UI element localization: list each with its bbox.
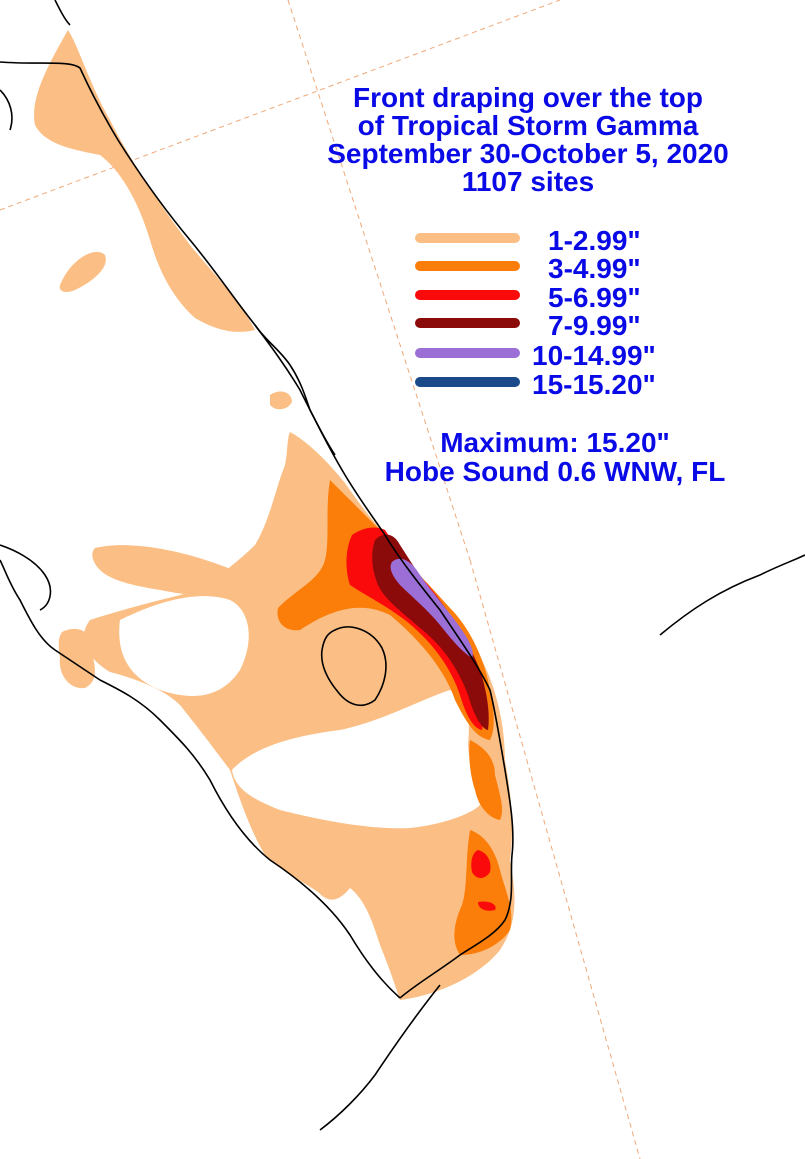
rain-zone-1-3-west <box>58 628 95 689</box>
legend-label-2: 3-4.99" <box>548 253 641 284</box>
legend: 1-2.99" 3-4.99" 5-6.99" 7-9.99" 10-14.99… <box>415 225 656 400</box>
rain-zone-5-7-south <box>471 850 491 878</box>
gridline-lon-1 <box>287 0 471 561</box>
rain-zone-10-15 <box>390 558 473 658</box>
title-line-2: of Tropical Storm Gamma <box>358 110 699 141</box>
map-title: Front draping over the top of Tropical S… <box>327 82 729 197</box>
gridline-lon-2 <box>469 559 641 1159</box>
legend-label-3: 5-6.99" <box>548 282 641 313</box>
coastline-tampa <box>0 544 52 611</box>
title-line-3: September 30-October 5, 2020 <box>327 138 729 169</box>
title-line-4: 1107 sites <box>462 166 594 197</box>
coastline-keys <box>319 984 441 1131</box>
legend-label-1: 1-2.99" <box>548 225 641 256</box>
legend-label-6: 15-15.20" <box>532 369 656 400</box>
maximum-annotation: Maximum: 15.20" Hobe Sound 0.6 WNW, FL <box>385 427 726 487</box>
lake-okeechobee <box>320 626 387 707</box>
coastline-north-inlet <box>54 0 71 26</box>
rain-zone-3-5-mid <box>469 740 503 820</box>
rain-zone-1-3-blob-b <box>270 391 292 410</box>
coastline-bahamas <box>659 554 805 636</box>
title-line-1: Front draping over the top <box>353 82 703 113</box>
rain-zone-3-5-main <box>277 480 494 740</box>
no-rain-gap-west <box>119 596 249 696</box>
maximum-location: Hobe Sound 0.6 WNW, FL <box>385 456 726 487</box>
rain-zone-3-5-south <box>454 830 512 955</box>
coastline-west-inlet <box>0 89 13 131</box>
legend-label-4: 7-9.99" <box>548 310 641 341</box>
maximum-value: Maximum: 15.20" <box>440 427 670 458</box>
coastline-east <box>0 61 514 999</box>
no-rain-gap-central <box>232 690 480 829</box>
rain-zone-1-3-blob-a <box>59 251 106 293</box>
legend-label-5: 10-14.99" <box>532 340 656 371</box>
grid-lines <box>0 0 641 1159</box>
rain-zone-5-7-south2 <box>478 901 496 911</box>
rain-zone-1-3-band <box>92 545 260 597</box>
gridline-lat-1 <box>0 0 561 211</box>
rainfall-contours <box>34 30 515 1000</box>
coastline-west <box>0 559 401 999</box>
coastline-barrier <box>254 324 336 456</box>
coastline <box>0 0 805 1131</box>
